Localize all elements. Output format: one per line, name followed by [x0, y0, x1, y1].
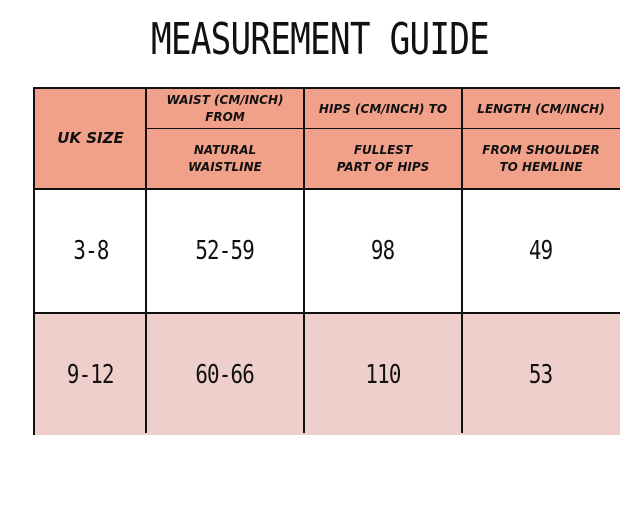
row-divider	[35, 188, 620, 190]
table-row-waist: 60-66	[146, 314, 304, 435]
table-row-hips: 110	[304, 314, 462, 435]
table-row-size: 3-8	[35, 190, 146, 312]
waist-header-bottom: NATURAL WAISTLINE	[146, 129, 304, 188]
page-title: MEASUREMENT GUIDE	[150, 14, 490, 65]
header-divider	[146, 128, 620, 129]
column-divider	[461, 89, 463, 433]
column-divider	[145, 89, 147, 433]
table-row-length: 49	[462, 190, 620, 312]
table-row-size: 9-12	[35, 314, 146, 435]
table-row-waist: 52-59	[146, 190, 304, 312]
table-row-length: 53	[462, 314, 620, 435]
column-divider	[303, 89, 305, 433]
hips-header-top: HIPS (CM/INCH) TO	[304, 89, 462, 129]
row-divider	[35, 312, 620, 314]
waist-header-top: WAIST (CM/INCH) FROM	[146, 89, 304, 129]
length-header-top: LENGTH (CM/INCH)	[462, 89, 620, 129]
uk-size-header: UK SIZE	[57, 129, 124, 147]
uk-size-header-cell: UK SIZE	[35, 89, 146, 188]
table-row-hips: 98	[304, 190, 462, 312]
measurement-table: UK SIZE WAIST (CM/INCH) FROM NATURAL WAI…	[33, 87, 620, 435]
hips-header-bottom: FULLEST PART OF HIPS	[304, 129, 462, 188]
length-header-bottom: FROM SHOULDER TO HEMLINE	[462, 129, 620, 188]
